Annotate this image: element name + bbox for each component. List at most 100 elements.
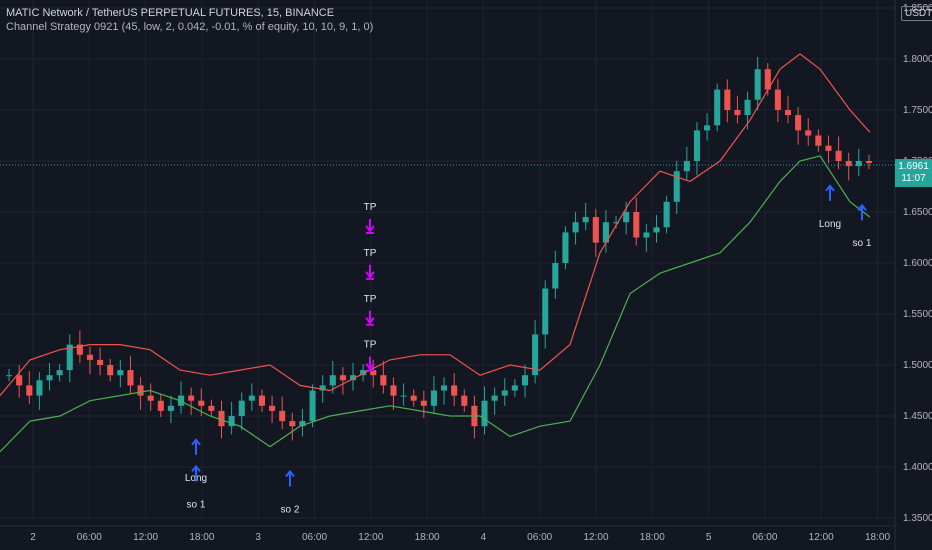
candle-body bbox=[86, 354, 94, 360]
y-tick-label: 1.5500 bbox=[903, 309, 932, 320]
currency-badge[interactable]: USDT bbox=[901, 6, 932, 21]
candle-body bbox=[714, 89, 721, 126]
candle-body bbox=[238, 400, 245, 416]
channel-bands bbox=[0, 53, 871, 453]
y-tick-label: 1.7500 bbox=[903, 105, 932, 116]
candle-body bbox=[552, 263, 559, 289]
candle-body bbox=[764, 69, 771, 90]
candle-body bbox=[562, 232, 569, 263]
x-tick-label: 12:00 bbox=[809, 532, 834, 543]
candle-body bbox=[339, 375, 346, 381]
candle-body bbox=[390, 385, 397, 396]
candle-body bbox=[511, 385, 518, 391]
x-tick-label: 18:00 bbox=[640, 532, 665, 543]
candle-body bbox=[693, 130, 700, 161]
y-tick-label: 1.8000 bbox=[903, 54, 932, 65]
time-axis[interactable]: 2 06:00 12:00 18:00 3 06:00 12:00 18:00 4 06:00 12… bbox=[30, 532, 890, 543]
candle-body bbox=[815, 135, 822, 146]
candle-body bbox=[16, 375, 23, 386]
candle-body bbox=[491, 395, 498, 401]
candle-body bbox=[117, 370, 124, 376]
chart-header: MATIC Network / TetherUS PERPETUAL FUTUR… bbox=[6, 6, 373, 34]
y-tick-label: 1.5000 bbox=[903, 360, 932, 371]
candle-body bbox=[228, 416, 235, 427]
x-tick-label: 06:00 bbox=[302, 532, 327, 543]
candle-body bbox=[481, 400, 488, 427]
candle-body bbox=[592, 217, 599, 243]
candle-body bbox=[602, 222, 609, 243]
tp-label: TP bbox=[364, 294, 377, 305]
candle-body bbox=[825, 145, 832, 151]
candle-body bbox=[420, 400, 427, 406]
safety-order-label: so 2 bbox=[281, 504, 300, 515]
candle-body bbox=[774, 89, 781, 110]
price-axis[interactable]: 1.85001.80001.75001.70001.65001.60001.55… bbox=[903, 3, 932, 524]
lower-band-line bbox=[0, 155, 871, 453]
long-arrow-icon bbox=[191, 464, 201, 482]
candle-body bbox=[744, 99, 751, 116]
candle-body bbox=[805, 130, 812, 136]
candle-body bbox=[56, 370, 63, 376]
last-price-value: 1.6961 bbox=[898, 160, 929, 172]
x-tick-label: 06:00 bbox=[527, 532, 552, 543]
candle-body bbox=[349, 375, 357, 381]
tp-arrow-icon bbox=[365, 218, 375, 234]
candle-body bbox=[835, 150, 842, 161]
long-arrow-icon bbox=[857, 203, 867, 221]
x-tick-label: 2 bbox=[30, 532, 36, 543]
y-tick-label: 1.6500 bbox=[903, 207, 932, 218]
candle-body bbox=[441, 385, 448, 391]
tp-label: TP bbox=[364, 340, 377, 351]
x-tick-label: 18:00 bbox=[865, 532, 890, 543]
tp-label: TP bbox=[364, 202, 377, 213]
candle-body bbox=[299, 421, 306, 427]
tp-arrow-icon bbox=[365, 264, 375, 280]
candle-body bbox=[461, 395, 468, 406]
symbol-title[interactable]: MATIC Network / TetherUS PERPETUAL FUTUR… bbox=[6, 7, 335, 19]
candle-body bbox=[532, 334, 539, 376]
candle-body bbox=[360, 370, 367, 376]
long-arrow-icon bbox=[285, 469, 295, 487]
candle-body bbox=[97, 359, 104, 365]
candle-body bbox=[795, 115, 802, 131]
candle-body bbox=[521, 375, 529, 386]
candle-body bbox=[734, 110, 741, 116]
candle-body bbox=[633, 212, 640, 238]
y-tick-label: 1.6000 bbox=[903, 258, 932, 269]
x-tick-label: 18:00 bbox=[189, 532, 214, 543]
candle-body bbox=[208, 405, 215, 411]
strategy-legend[interactable]: Channel Strategy 0921 (45, low, 2, 0.042… bbox=[6, 21, 374, 33]
candle-body bbox=[329, 375, 336, 386]
candle-body bbox=[6, 375, 13, 377]
candle-body bbox=[66, 344, 73, 371]
candle-body bbox=[127, 370, 134, 386]
candle-body bbox=[167, 405, 174, 411]
candle-body bbox=[147, 395, 154, 401]
candle-body bbox=[269, 405, 276, 411]
long-arrow-icon bbox=[825, 184, 835, 201]
candle-body bbox=[76, 344, 83, 355]
long-label: Long bbox=[819, 219, 841, 230]
candle-body bbox=[724, 89, 731, 110]
candle-body bbox=[845, 161, 852, 167]
candle-body bbox=[289, 421, 296, 427]
y-tick-label: 1.3500 bbox=[903, 513, 932, 524]
candle-body bbox=[542, 288, 549, 335]
tp-arrow-icon bbox=[365, 356, 375, 372]
tp-label: TP bbox=[364, 248, 377, 259]
candle-body bbox=[248, 395, 255, 401]
tp-arrow-icon bbox=[365, 310, 375, 326]
candle-body bbox=[218, 410, 225, 427]
candle-body bbox=[673, 171, 680, 202]
last-price-tag: 1.6961 11:07 bbox=[895, 158, 932, 187]
x-tick-label: 5 bbox=[706, 532, 712, 543]
safety-order-label: so 1 bbox=[187, 499, 206, 510]
candle-body bbox=[36, 380, 43, 396]
candle-body bbox=[279, 410, 286, 422]
bar-countdown: 11:07 bbox=[901, 172, 926, 184]
candle-body bbox=[410, 395, 417, 401]
candle-body bbox=[501, 390, 508, 396]
candle-body bbox=[380, 375, 387, 386]
